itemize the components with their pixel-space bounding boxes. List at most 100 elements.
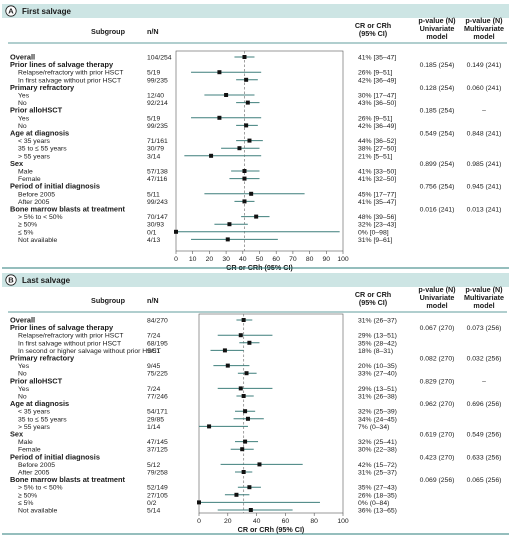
point-estimate — [224, 93, 229, 97]
header-subgroup: Subgroup — [91, 296, 126, 305]
row-p-univariate: 0.619 (270) — [420, 432, 455, 439]
x-tick-label: 60 — [272, 256, 280, 263]
row-nn: 99/243 — [147, 199, 168, 206]
header-pu-line3: model — [426, 32, 447, 41]
row-nn: 47/116 — [147, 176, 168, 183]
x-tick-label: 90 — [323, 256, 331, 263]
row-nn: 5/12 — [147, 462, 160, 469]
row-p-univariate: 0.067 (270) — [420, 325, 455, 332]
row-estimate-text: 42% [36–49] — [358, 77, 396, 84]
row-p-univariate: 0.082 (270) — [420, 356, 455, 363]
subgroup-label: ≥ 50% — [18, 222, 37, 229]
point-estimate — [241, 318, 246, 322]
row-estimate-text: 29% (13–51) — [358, 386, 397, 393]
row-estimate-text: 18% (8–31) — [358, 348, 393, 355]
subgroup-label: Not available — [18, 508, 58, 515]
x-tick-label: 70 — [289, 256, 297, 263]
panel-letter: A — [8, 7, 14, 16]
x-tick-label: 0 — [197, 518, 201, 525]
header-pu-line2: Univariate — [420, 293, 455, 302]
row-p-univariate: 0.756 (254) — [420, 184, 455, 191]
subgroup-label: 35 to ≤ 55 years — [18, 146, 67, 153]
row-estimate-text: 30% (22–38) — [358, 447, 397, 454]
point-estimate — [244, 371, 249, 376]
row-p-multivariate: 0.032 (256) — [467, 356, 502, 363]
row-p-univariate: 0.899 (254) — [420, 161, 455, 168]
subgroup-label: Yes — [18, 386, 30, 393]
row-estimate-text: 26% (18–35) — [358, 492, 397, 499]
group-label: Primary refractory — [10, 354, 75, 363]
point-estimate — [197, 500, 201, 505]
row-p-multivariate: 0.073 (256) — [467, 325, 502, 332]
row-p-multivariate: 0.065 (256) — [467, 477, 502, 484]
group-label: Sex — [10, 159, 24, 168]
row-p-multivariate: 0.549 (256) — [467, 432, 502, 439]
header-nn: n/N — [147, 27, 159, 36]
row-estimate-text: 21% [5–51] — [358, 153, 393, 160]
subgroup-label: ≤ 5% — [18, 500, 33, 507]
row-p-univariate: 0.423 (270) — [420, 454, 455, 461]
row-estimate-text: 32% (25–41) — [358, 439, 397, 446]
subgroup-label: Not available — [18, 237, 58, 244]
subgroup-label: Relapse/refractory with prior HSCT — [18, 70, 123, 77]
subgroup-label: > 5% to < 50% — [18, 214, 63, 221]
header-pu-line3: model — [426, 301, 447, 310]
row-p-multivariate: 0.149 (241) — [467, 62, 502, 69]
group-label: Sex — [10, 430, 24, 439]
point-estimate — [254, 214, 259, 219]
plot-frame — [198, 313, 344, 514]
row-nn: 84/270 — [147, 318, 168, 325]
row-nn: 12/40 — [147, 93, 164, 100]
point-estimate — [249, 191, 254, 196]
header-cr-line2: (95% CI) — [359, 298, 388, 307]
row-estimate-text: 48% [39–56] — [358, 214, 396, 221]
row-nn: 57/138 — [147, 169, 168, 176]
row-p-multivariate: 0.945 (241) — [467, 184, 502, 191]
row-nn: 68/195 — [147, 340, 168, 347]
row-estimate-text: 43% [36–50] — [358, 100, 396, 107]
header-pm-line3: model — [473, 32, 494, 41]
point-estimate — [242, 199, 247, 204]
row-nn: 5/11 — [147, 191, 160, 198]
row-nn: 7/24 — [147, 386, 160, 393]
row-nn: 92/214 — [147, 100, 168, 107]
header-cr-line1: CR or CRh — [355, 290, 391, 299]
row-p-univariate: 0.962 (270) — [420, 401, 455, 408]
point-estimate — [245, 100, 250, 105]
point-estimate — [222, 348, 227, 353]
subgroup-label: Before 2005 — [18, 462, 55, 469]
subgroup-label: > 5% to < 50% — [18, 485, 63, 492]
x-tick-label: 50 — [256, 256, 264, 263]
row-estimate-text: 20% (10–35) — [358, 363, 397, 370]
x-axis-title: CR or CRh (95% CI) — [238, 525, 305, 534]
point-estimate — [242, 55, 247, 59]
header-pu-line1: p-value (N) — [418, 285, 456, 294]
subgroup-label: No — [18, 394, 27, 401]
row-nn: 9/51 — [147, 348, 160, 355]
group-label: Age at diagnosis — [10, 399, 69, 408]
x-tick-label: 20 — [224, 518, 232, 525]
row-p-multivariate: – — [482, 108, 486, 115]
plot-frame — [175, 50, 344, 252]
header-nn: n/N — [147, 296, 159, 305]
row-nn: 29/85 — [147, 416, 164, 423]
point-estimate — [217, 70, 222, 75]
row-nn: 47/145 — [147, 439, 168, 446]
row-estimate-text: 31% [9–61] — [358, 237, 393, 244]
subgroup-label: No — [18, 100, 27, 107]
subgroup-label: Yes — [18, 115, 30, 122]
header-pm-line1: p-value (N) — [465, 285, 503, 294]
row-estimate-text: 41% [33–50] — [358, 169, 396, 176]
subgroup-label: Yes — [18, 363, 30, 370]
panel-title-band — [2, 4, 509, 18]
subgroup-label: < 35 years — [18, 409, 51, 416]
subgroup-label: In first salvage without prior HSCT — [18, 77, 121, 84]
row-estimate-text: 38% [27–50] — [358, 146, 396, 153]
group-label: Primary refractory — [10, 83, 75, 92]
row-estimate-text: 42% [36–49] — [358, 123, 396, 130]
row-nn: 54/171 — [147, 409, 168, 416]
row-nn: 0/2 — [147, 500, 157, 507]
row-estimate-text: 31% (26–38) — [358, 394, 397, 401]
row-estimate-text: 31% (26–37) — [358, 318, 397, 325]
